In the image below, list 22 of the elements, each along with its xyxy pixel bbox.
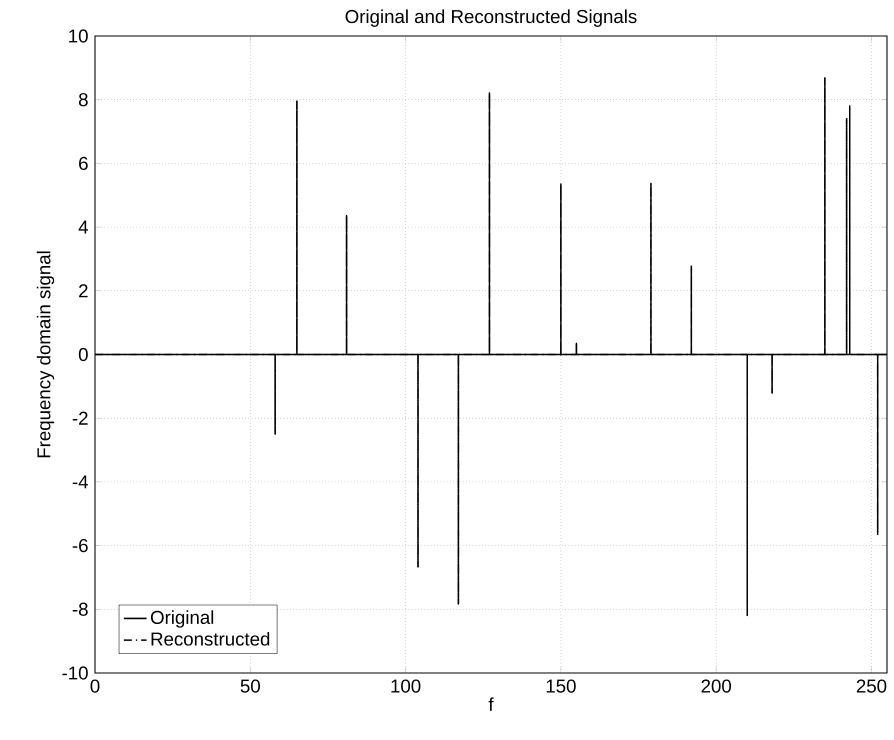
x-tick-label: 150 (546, 679, 576, 693)
y-axis-title: Frequency domain signal (36, 252, 54, 458)
y-tick-label: 4 (78, 220, 88, 234)
y-tick-label: -8 (72, 602, 88, 616)
x-tick-label: 50 (240, 679, 260, 693)
y-tick-label: -2 (72, 412, 88, 425)
y-tick-label: 8 (78, 93, 88, 106)
legend-label: Reconstructed (152, 632, 270, 646)
x-tick-label: 250 (856, 679, 886, 693)
legend-label: Original (150, 610, 214, 628)
x-tick-label: 200 (702, 679, 732, 693)
y-tick-label: 10 (69, 29, 88, 43)
x-tick-label: 100 (391, 679, 420, 693)
y-tick-label: 0 (78, 348, 88, 362)
x-tick-label: 0 (90, 679, 100, 693)
y-tick-label: 2 (79, 284, 88, 298)
x-axis-title: f (488, 697, 494, 711)
y-tick-label: 6 (79, 156, 88, 170)
y-tick-label: -6 (72, 538, 88, 552)
y-tick-label: -10 (62, 666, 88, 680)
y-tick-label: -4 (72, 475, 88, 488)
chart-title: Original and Reconstructed Signals (346, 9, 637, 27)
